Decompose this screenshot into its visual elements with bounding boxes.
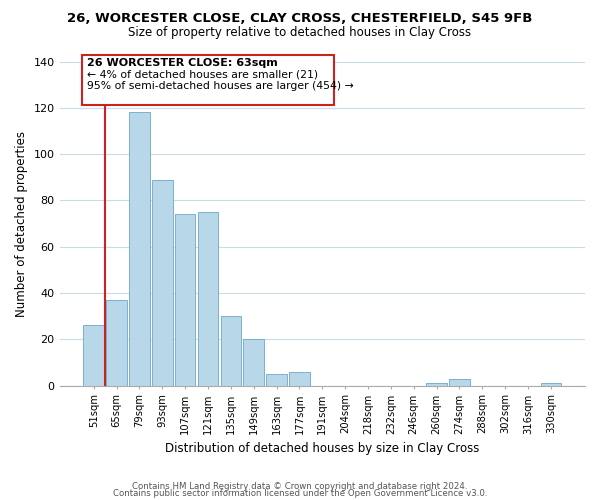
Text: 26, WORCESTER CLOSE, CLAY CROSS, CHESTERFIELD, S45 9FB: 26, WORCESTER CLOSE, CLAY CROSS, CHESTER… xyxy=(67,12,533,26)
Bar xyxy=(289,372,310,386)
Text: ← 4% of detached houses are smaller (21): ← 4% of detached houses are smaller (21) xyxy=(87,70,318,80)
Bar xyxy=(221,316,241,386)
Text: Contains HM Land Registry data © Crown copyright and database right 2024.: Contains HM Land Registry data © Crown c… xyxy=(132,482,468,491)
Text: 26 WORCESTER CLOSE: 63sqm: 26 WORCESTER CLOSE: 63sqm xyxy=(87,58,278,68)
Bar xyxy=(266,374,287,386)
Y-axis label: Number of detached properties: Number of detached properties xyxy=(15,130,28,316)
Bar xyxy=(129,112,150,386)
Text: 95% of semi-detached houses are larger (454) →: 95% of semi-detached houses are larger (… xyxy=(87,81,353,91)
Text: Contains public sector information licensed under the Open Government Licence v3: Contains public sector information licen… xyxy=(113,490,487,498)
FancyBboxPatch shape xyxy=(82,54,334,106)
Bar xyxy=(541,384,561,386)
Bar xyxy=(198,212,218,386)
Text: Size of property relative to detached houses in Clay Cross: Size of property relative to detached ho… xyxy=(128,26,472,39)
X-axis label: Distribution of detached houses by size in Clay Cross: Distribution of detached houses by size … xyxy=(165,442,479,455)
Bar xyxy=(106,300,127,386)
Bar xyxy=(175,214,196,386)
Bar xyxy=(83,326,104,386)
Bar xyxy=(244,340,264,386)
Bar xyxy=(449,378,470,386)
Bar xyxy=(152,180,173,386)
Bar xyxy=(426,384,447,386)
